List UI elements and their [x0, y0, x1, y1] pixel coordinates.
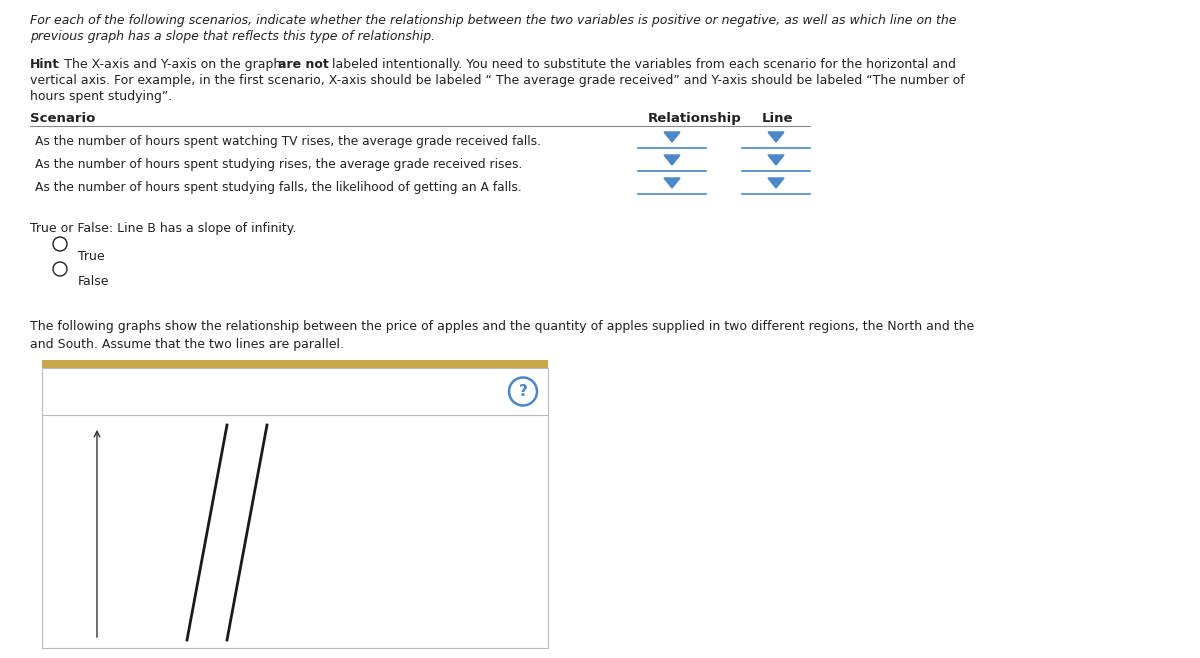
Text: As the number of hours spent studying falls, the likelihood of getting an A fall: As the number of hours spent studying fa… — [35, 181, 522, 194]
Text: previous graph has a slope that reflects this type of relationship.: previous graph has a slope that reflects… — [30, 30, 436, 43]
Text: hours spent studying”.: hours spent studying”. — [30, 90, 173, 103]
Text: Hint: Hint — [30, 58, 59, 71]
Text: For each of the following scenarios, indicate whether the relationship between t: For each of the following scenarios, ind… — [30, 14, 956, 27]
Polygon shape — [664, 178, 680, 188]
Text: As the number of hours spent studying rises, the average grade received rises.: As the number of hours spent studying ri… — [35, 158, 522, 171]
Text: Scenario: Scenario — [30, 112, 95, 125]
Text: and South. Assume that the two lines are parallel.: and South. Assume that the two lines are… — [30, 338, 344, 351]
Text: Relationship: Relationship — [648, 112, 742, 125]
Text: labeled intentionally. You need to substitute the variables from each scenario f: labeled intentionally. You need to subst… — [328, 58, 956, 71]
Polygon shape — [768, 155, 784, 165]
Text: : The X-axis and Y-axis on the graph: : The X-axis and Y-axis on the graph — [56, 58, 286, 71]
Text: are not: are not — [278, 58, 329, 71]
Polygon shape — [768, 178, 784, 188]
Text: True: True — [78, 250, 104, 263]
Text: vertical axis. For example, in the first scenario, X-axis should be labeled “ Th: vertical axis. For example, in the first… — [30, 74, 965, 87]
Text: As the number of hours spent watching TV rises, the average grade received falls: As the number of hours spent watching TV… — [35, 135, 541, 148]
Text: True or False: Line B has a slope of infinity.: True or False: Line B has a slope of inf… — [30, 222, 296, 235]
Text: False: False — [78, 275, 109, 288]
Text: ?: ? — [518, 384, 528, 399]
Text: Line: Line — [762, 112, 793, 125]
Polygon shape — [664, 155, 680, 165]
Polygon shape — [768, 132, 784, 142]
Polygon shape — [664, 132, 680, 142]
Text: The following graphs show the relationship between the price of apples and the q: The following graphs show the relationsh… — [30, 320, 974, 333]
Bar — [42, 368, 548, 648]
Bar — [42, 360, 548, 368]
Circle shape — [509, 378, 538, 405]
